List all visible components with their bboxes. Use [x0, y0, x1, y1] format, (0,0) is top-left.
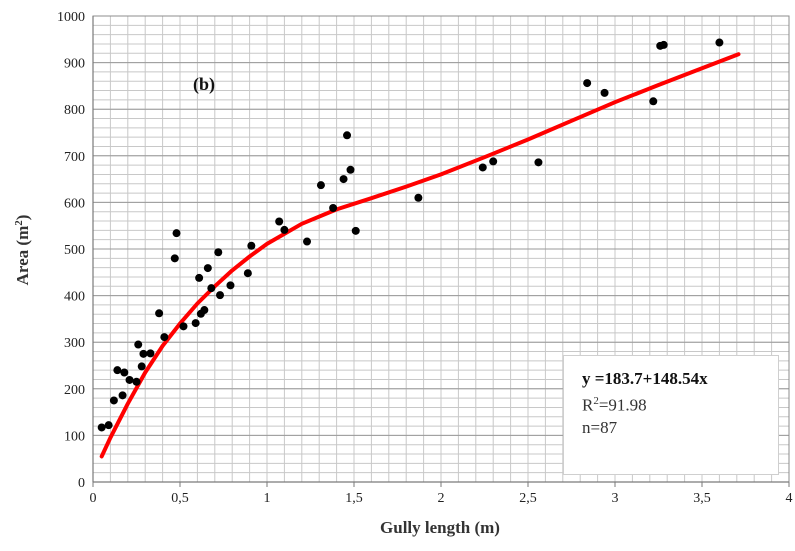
- data-point: [600, 88, 609, 97]
- data-point: [329, 203, 338, 212]
- data-point: [203, 264, 212, 273]
- y-axis-title: Area (m2): [13, 215, 32, 286]
- data-point: [715, 38, 724, 47]
- data-point: [489, 157, 498, 166]
- x-axis-title: Gully length (m): [380, 518, 500, 537]
- data-point: [132, 377, 141, 386]
- r-squared: R2=91.98: [582, 390, 778, 417]
- r-squared-sup: 2: [593, 395, 599, 407]
- data-point: [155, 309, 164, 318]
- y-tick-label: 600: [64, 196, 85, 211]
- y-tick-label: 100: [64, 429, 85, 444]
- data-point: [226, 281, 235, 290]
- data-point: [104, 421, 113, 430]
- data-point: [170, 254, 179, 263]
- data-point: [214, 248, 223, 257]
- x-tick-label: 0: [90, 491, 97, 506]
- x-tick-label: 1: [264, 491, 271, 506]
- data-point: [125, 375, 134, 384]
- r-squared-value: =91.98: [598, 395, 647, 415]
- data-point: [200, 306, 209, 315]
- y-tick-label: 700: [64, 150, 85, 165]
- x-tick-label: 3,5: [693, 491, 711, 506]
- y-tick-label: 300: [64, 336, 85, 351]
- panel-label: (b): [193, 74, 215, 95]
- data-point: [303, 237, 312, 246]
- data-point: [160, 333, 169, 342]
- data-point: [339, 175, 348, 184]
- x-tick-labels: 0 0,5 1 1,5 2 2,5 3 3,5 4: [90, 482, 793, 506]
- regression-equation: y =183.7+148.54x: [582, 369, 708, 388]
- data-point: [179, 322, 188, 331]
- r-squared-prefix: R: [582, 395, 594, 415]
- data-point: [146, 349, 155, 358]
- data-point: [134, 340, 143, 349]
- y-axis-title-close: ): [13, 215, 32, 221]
- data-point: [195, 273, 204, 282]
- data-point: [247, 241, 256, 250]
- data-point: [346, 165, 355, 174]
- x-tick-label: 3: [612, 491, 619, 506]
- data-point: [109, 396, 118, 405]
- y-tick-label: 800: [64, 103, 85, 118]
- data-point: [139, 349, 148, 358]
- y-axis-title-sup: 2: [13, 220, 25, 226]
- y-tick-label: 500: [64, 243, 85, 258]
- regression-annotation: y =183.7+148.54x R2=91.98 n=87: [563, 355, 779, 475]
- sample-size: n=87: [582, 417, 618, 437]
- data-point: [414, 193, 423, 202]
- data-point: [351, 226, 360, 235]
- x-tick-label: 2,5: [519, 491, 537, 506]
- fit-curve: [99, 52, 741, 459]
- y-tick-label: 1000: [57, 10, 85, 25]
- data-point: [275, 217, 284, 226]
- data-point: [118, 391, 127, 400]
- data-point: [191, 319, 200, 328]
- fit-curve-layer: [99, 52, 741, 459]
- y-tick-label: 0: [78, 476, 85, 491]
- data-point: [113, 366, 122, 375]
- data-point: [649, 97, 658, 106]
- data-point: [207, 284, 216, 293]
- data-point: [216, 291, 225, 300]
- data-point: [659, 40, 668, 49]
- data-point: [97, 423, 106, 432]
- data-point: [120, 368, 129, 377]
- data-points: [97, 38, 724, 432]
- data-point: [583, 79, 592, 88]
- data-point: [316, 181, 325, 190]
- y-tick-label: 900: [64, 57, 85, 72]
- x-tick-label: 2: [438, 491, 445, 506]
- y-tick-labels: 0 100 200 300 400 500 600 700 800 900 1000: [57, 10, 85, 491]
- data-point: [280, 225, 289, 234]
- y-tick-label: 200: [64, 383, 85, 398]
- data-point: [534, 158, 543, 167]
- data-point: [343, 131, 352, 140]
- data-point: [478, 163, 487, 172]
- x-tick-label: 4: [786, 491, 793, 506]
- x-tick-label: 0,5: [171, 491, 189, 506]
- y-axis-title-main: Area (m: [13, 226, 32, 286]
- data-point: [137, 362, 146, 371]
- data-point: [172, 229, 181, 238]
- data-point: [243, 269, 252, 278]
- y-tick-label: 400: [64, 290, 85, 305]
- x-tick-label: 1,5: [345, 491, 363, 506]
